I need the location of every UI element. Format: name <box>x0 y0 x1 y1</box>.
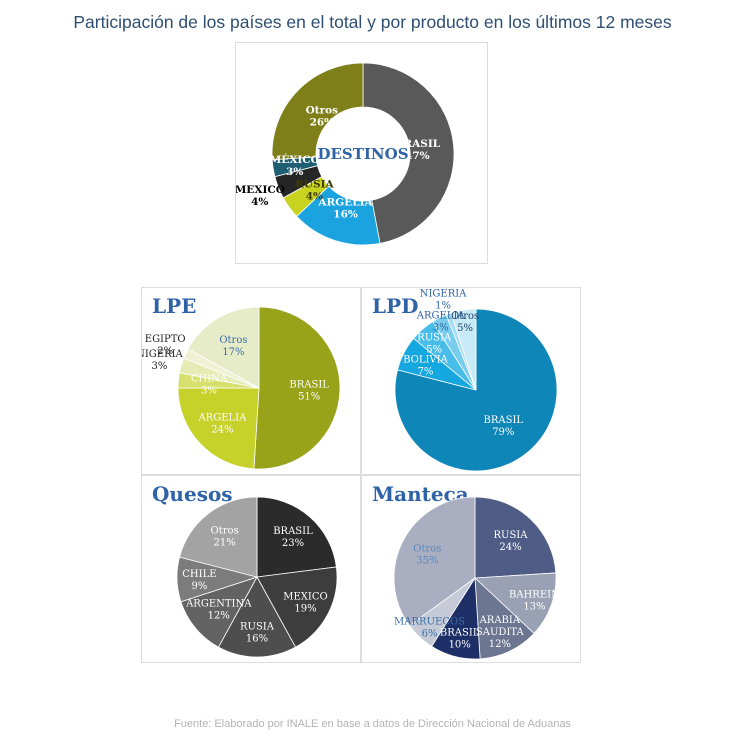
value-label-argelia: 16% <box>333 209 358 221</box>
category-label-arabia-saudita: ARABIA <box>479 615 521 626</box>
value-label-otros: 5% <box>457 323 473 334</box>
donut-center-label: DESTINOS <box>317 145 408 163</box>
category-label-nigeria: NIGERIA <box>142 349 184 360</box>
source-note: Fuente: Elaborado por INALE en base a da… <box>174 718 571 730</box>
category-label-otros: Otros <box>413 544 441 555</box>
lpd-panel: LPD BRASIL 79% BOLIVIA 7% RUSIA 5% ARGELIA 3% NI… <box>361 287 581 475</box>
category-label-brasil: BRASIL <box>440 628 480 639</box>
category-label-brasil: BRASIL <box>273 526 313 537</box>
category-label-bahrein: BAHREIN <box>509 589 560 600</box>
value-label-brasil: 79% <box>492 427 514 438</box>
quesos-title: Quesos <box>152 482 233 506</box>
category-label-otros: Otros <box>451 311 479 322</box>
category-label-mexico: MEXICO <box>236 184 285 196</box>
category-label-argentina: ARGENTINA <box>185 599 252 610</box>
value-label-nigeria: 1% <box>435 301 451 312</box>
value-label-brasil: 23% <box>282 538 304 549</box>
slice-rusia <box>217 576 297 658</box>
category-label-otros: Otros <box>219 335 247 346</box>
value-label-bolivia: 7% <box>418 366 434 377</box>
value-label-egipto: 2% <box>157 346 173 357</box>
category-label-rusia: RUSIA <box>493 530 528 541</box>
category-label-brasil: BRASIL <box>484 415 524 426</box>
category-label-brasil: BRASIL <box>289 380 329 391</box>
category-label-argelia: ARGELIA <box>197 412 247 423</box>
slice-arabia-saudita <box>474 577 535 660</box>
slice-otros <box>393 496 476 627</box>
lpe-panel: LPE BRASIL51%ARGELIA24%CHINA3%NIGERIA3%E… <box>141 287 361 475</box>
destinos-chart: BRASIL47%ARGELIA16%RUSIA4%MEXICO4%MÉXICO… <box>236 62 455 246</box>
manteca-panel: Manteca RUSIA 24% BAHREIN 13% ARABIA SAUDITA 1… <box>361 475 581 663</box>
value-label-argelia: 24% <box>211 424 233 435</box>
category-label-mexico: MEXICO <box>283 592 327 603</box>
value-label-brasil: 51% <box>298 392 320 403</box>
value-label-argentina: 12% <box>208 611 230 622</box>
category-label-rusia: RUSIA <box>295 178 334 190</box>
value-label-mexico: 19% <box>294 604 316 615</box>
slice-bahrein <box>474 572 557 635</box>
category-label-otros: Otros <box>306 104 339 116</box>
value-label-otros: 17% <box>222 347 244 358</box>
value-label-mexico: 3% <box>286 166 303 178</box>
slice-mexico <box>256 566 338 648</box>
value-label-otros: 35% <box>416 556 438 567</box>
lpd-title: LPD <box>372 294 419 318</box>
value-label-rusia: 24% <box>499 542 521 553</box>
value-label-nigeria: 3% <box>151 361 167 372</box>
value-label-brasil: 10% <box>449 640 471 651</box>
slice-otros <box>450 308 477 391</box>
value-label-arabia-saudita: 12% <box>489 639 511 650</box>
value-label-mexico: 4% <box>251 196 268 208</box>
value-label-china: 3% <box>201 385 217 396</box>
lpe-chart: BRASIL51%ARGELIA24%CHINA3%NIGERIA3%EGIPT… <box>142 306 341 470</box>
category-label-bolivia: BOLIVIA <box>403 354 448 365</box>
page-title: Participación de los países en el total … <box>73 12 672 32</box>
category-label-rusia: RUSIA <box>240 621 275 632</box>
category-label-argelia: ARGELIA <box>317 197 373 209</box>
slice-brasil <box>256 496 337 578</box>
destinos-panel: BRASIL 47% ARGELIA 16% RUSIA 4% MEXICO 4% MÉXICO… <box>235 42 488 264</box>
slice-otros <box>271 62 364 161</box>
category-label-chile: CHILE <box>182 569 216 580</box>
slice-argelia <box>177 387 260 470</box>
quesos-panel: Quesos BRASIL 23% MEXICO 19% RUSIA 16% ARGENTI… <box>141 475 361 663</box>
slice-argentina <box>180 576 258 648</box>
value-label-chile: 9% <box>191 581 207 592</box>
slice-brasil <box>253 306 341 470</box>
slice-brasil <box>362 62 455 244</box>
lpe-title: LPE <box>152 294 197 318</box>
value-label-argelia: 3% <box>433 323 449 334</box>
category-label-rusia: RUSIA <box>417 333 452 344</box>
value-label-rusia: 5% <box>426 345 442 356</box>
lpd-chart: BRASIL79%BOLIVIA7%RUSIA5%ARGELIA3%NIGERI… <box>394 289 558 472</box>
category-label-otros: Otros <box>211 525 239 536</box>
value-label-bahrein: 13% <box>523 601 545 612</box>
category-label-marruecos: MARRUECOS <box>394 616 465 627</box>
slice-otros <box>187 306 260 389</box>
value-label-marruecos: 6% <box>422 628 438 639</box>
category-label-arabia-saudita: SAUDITA <box>476 627 525 638</box>
slice-rusia <box>474 496 557 579</box>
value-label-rusia: 16% <box>246 633 268 644</box>
category-label-brasil: BRASIL <box>395 138 441 150</box>
category-label-china: CHINA <box>191 373 228 384</box>
value-label-otros: 26% <box>310 116 335 128</box>
value-label-otros: 21% <box>214 537 236 548</box>
category-label-egipto: EGIPTO <box>145 334 186 345</box>
value-label-rusia: 4% <box>306 190 323 202</box>
category-label-mexico: MÉXICO <box>270 152 320 166</box>
slice-otros <box>179 496 258 578</box>
category-label-nigeria: NIGERIA <box>420 289 467 300</box>
category-label-argelia: ARGELIA <box>416 311 466 322</box>
value-label-brasil: 47% <box>405 150 430 162</box>
